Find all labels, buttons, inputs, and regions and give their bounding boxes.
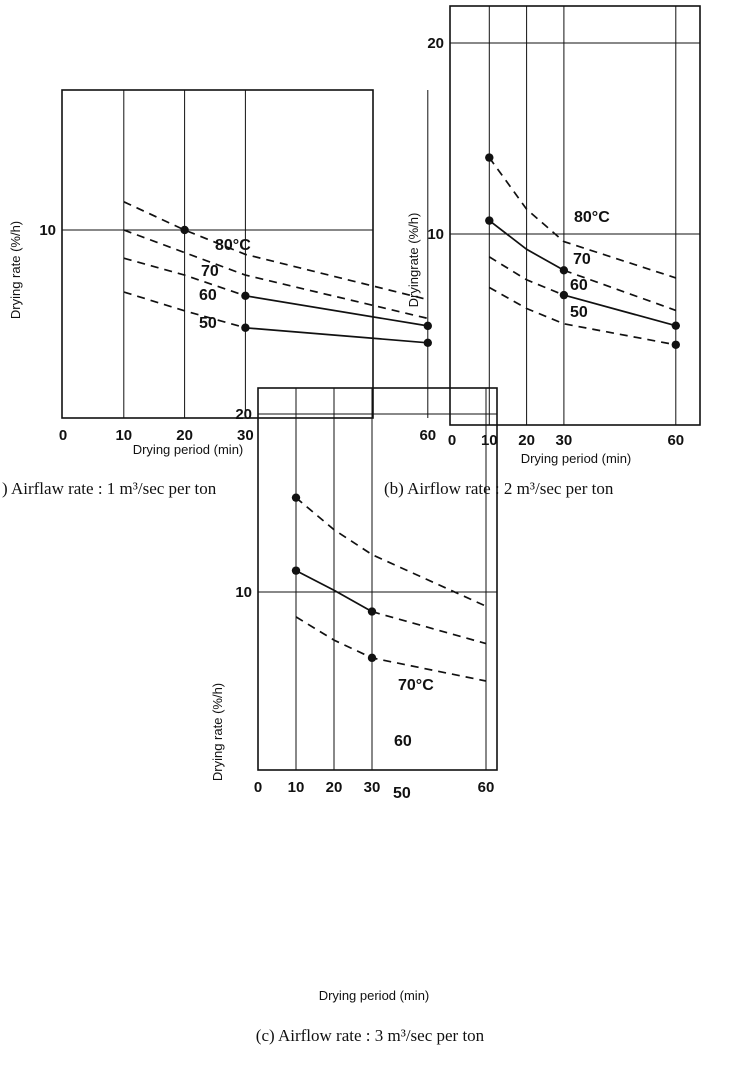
chart-a-data-point xyxy=(241,291,250,300)
chart-a-series-line-1 xyxy=(123,229,428,320)
chart-b-series-label: 50 xyxy=(570,304,588,321)
chart-c-series-label: 70°C xyxy=(398,677,434,694)
chart-b-series-label: 70 xyxy=(573,251,591,268)
chart-a-xtick-30: 30 xyxy=(237,427,254,444)
chart-b-series-line-3 xyxy=(488,256,565,296)
chart-c-series-line-1 xyxy=(295,569,373,613)
chart-a-series-line-3 xyxy=(245,294,428,327)
chart-b-y-label: Dryingrate (%/h) xyxy=(406,213,421,308)
chart-c-x-label: Drying period (min) xyxy=(319,988,430,1003)
chart-a-frame xyxy=(61,89,374,419)
chart-b-data-point xyxy=(671,340,680,349)
chart-b-series-line-2 xyxy=(563,269,677,312)
chart-a-xtick-10: 10 xyxy=(115,427,132,444)
chart-b-xtick-20: 20 xyxy=(518,432,535,449)
chart-b-series-line-1 xyxy=(488,219,565,272)
chart-b-ytick-20: 20 xyxy=(427,35,444,52)
chart-b-data-point xyxy=(559,266,569,275)
chart-c-data-point xyxy=(367,653,377,663)
chart-c-ytick-10: 10 xyxy=(235,584,252,601)
chart-b: Dryingrate (%/h) Drying period (min) (b)… xyxy=(384,5,701,498)
chart-c-series-line-0 xyxy=(295,497,487,607)
chart-b-series-label: 60 xyxy=(570,277,588,294)
chart-c-xtick-0: 0 xyxy=(254,779,262,796)
chart-a-series-line-4 xyxy=(123,291,246,329)
chart-a-data-point xyxy=(423,321,432,331)
chart-b-data-point xyxy=(559,290,569,300)
chart-c-series-line-2 xyxy=(371,610,487,645)
chart-c-y-label: Drying rate (%/h) xyxy=(210,683,225,781)
chart-c-xtick-30: 30 xyxy=(364,779,381,796)
chart-c-caption: (c) Airflow rate : 3 m³/sec per ton xyxy=(256,1026,485,1045)
chart-a-series-label: 50 xyxy=(199,315,217,332)
chart-a-data-point xyxy=(423,338,432,347)
chart-b-data-point xyxy=(485,153,494,162)
chart-c-frame xyxy=(257,387,498,771)
chart-b-series-line-5 xyxy=(488,286,676,346)
chart-b-series-label: 80°C xyxy=(574,209,610,226)
chart-a-caption: ) Airflaw rate : 1 m³/sec per ton xyxy=(2,479,217,498)
chart-b-ytick-10: 10 xyxy=(427,226,444,243)
chart-b-xtick-0: 0 xyxy=(448,432,456,449)
chart-c-data-point xyxy=(367,607,377,616)
chart-a-y-label: Drying rate (%/h) xyxy=(8,221,23,319)
chart-b-data-point xyxy=(671,321,680,330)
chart-a-series-label: 70 xyxy=(201,263,219,280)
chart-a-xtick-0: 0 xyxy=(59,427,67,444)
chart-c-xtick-20: 20 xyxy=(326,779,343,796)
chart-b-xtick-10: 10 xyxy=(481,432,498,449)
chart-c-data-point xyxy=(291,493,301,502)
chart-a: Drying rate (%/h) Drying period (min) ) … xyxy=(2,89,436,498)
chart-b-data-point xyxy=(485,216,494,225)
chart-b-caption: (b) Airflow rate : 2 m³/sec per ton xyxy=(384,479,614,498)
chart-a-series-label: 60 xyxy=(199,287,217,304)
chart-c-ytick-20: 20 xyxy=(235,406,252,423)
chart-b-xtick-60: 60 xyxy=(667,432,684,449)
chart-c-series-label: 50 xyxy=(393,785,411,802)
chart-a-series-line-0 xyxy=(123,201,429,301)
chart-b-xtick-30: 30 xyxy=(556,432,573,449)
chart-a-xtick-60: 60 xyxy=(419,427,436,444)
chart-c-series-line-3 xyxy=(295,616,487,682)
chart-a-xtick-20: 20 xyxy=(176,427,193,444)
chart-b-frame xyxy=(449,5,701,426)
chart-c-data-point xyxy=(291,566,301,575)
chart-b-x-label: Drying period (min) xyxy=(521,451,632,466)
chart-c-series-label: 60 xyxy=(394,733,412,750)
chart-a-series-line-2 xyxy=(123,257,246,297)
chart-a-data-point xyxy=(241,323,250,332)
chart-a-ytick-10: 10 xyxy=(39,222,56,239)
chart-c-xtick-60: 60 xyxy=(478,779,495,796)
chart-a-x-label: Drying period (min) xyxy=(133,442,244,457)
chart-c-xtick-10: 10 xyxy=(288,779,305,796)
chart-c: Drying rate (%/h) Drying period (min) (c… xyxy=(210,387,498,1045)
chart-a-series-line-5 xyxy=(245,326,428,344)
chart-a-series-label: 80°C xyxy=(215,237,251,254)
chart-b-series-line-0 xyxy=(488,157,677,279)
chart-a-data-point xyxy=(180,225,189,235)
chart-b-series-line-4 xyxy=(563,294,677,327)
